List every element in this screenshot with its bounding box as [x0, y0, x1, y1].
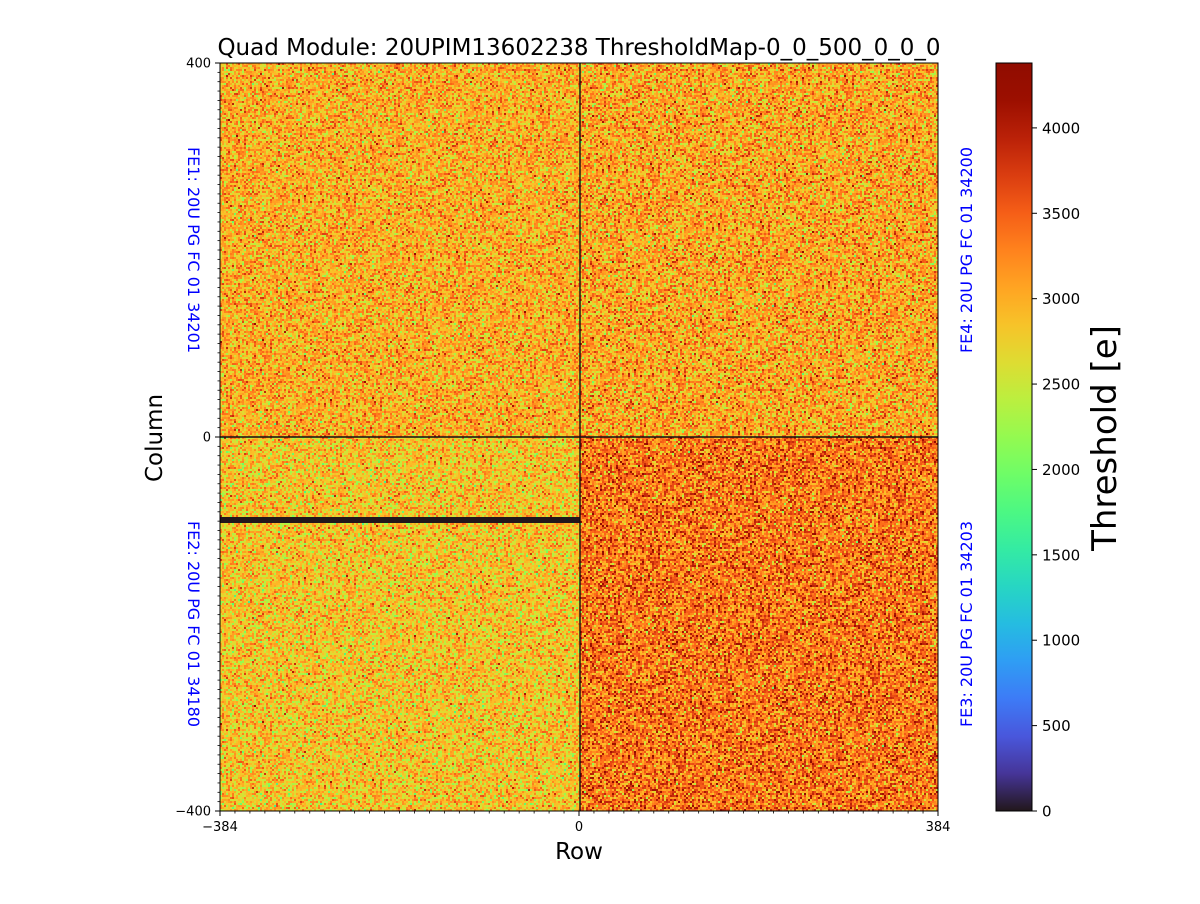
- fe1-label: FE1: 20U PG FC 01 34201: [184, 147, 203, 353]
- y-axis-label: Column: [142, 394, 168, 482]
- x-tick-label: −384: [202, 820, 238, 835]
- colorbar-tick-label: 500: [1042, 717, 1071, 735]
- colorbar-ticks: 0 500 1000 1500 2000 2500 3000 3500 4000: [1032, 119, 1080, 821]
- colorbar-tick-label: 2000: [1042, 461, 1080, 479]
- x-axis-label: Row: [555, 839, 603, 865]
- colorbar-tick-label: 3500: [1042, 205, 1080, 223]
- colorbar-label: Threshold [e]: [1085, 325, 1125, 552]
- x-axis-ticks: −384 0 384: [202, 811, 950, 835]
- colorbar-tick-label: 1000: [1042, 632, 1080, 650]
- colorbar-tick-label: 4000: [1042, 119, 1080, 137]
- minor-ticks: [217, 62, 939, 814]
- colorbar-tick-label: 0: [1042, 803, 1052, 821]
- y-tick-label: 0: [203, 431, 211, 446]
- chart-title: Quad Module: 20UPIM13602238 ThresholdMap…: [217, 35, 940, 61]
- y-tick-label: −400: [175, 805, 211, 820]
- colorbar-tick-label: 3000: [1042, 290, 1080, 308]
- fe3-label: FE3: 20U PG FC 01 34203: [957, 521, 976, 727]
- colorbar-tick-label: 2500: [1042, 376, 1080, 394]
- fe2-label: FE2: 20U PG FC 01 34180: [184, 521, 203, 727]
- colorbar-tick-label: 1500: [1042, 546, 1080, 564]
- fe4-label: FE4: 20U PG FC 01 34200: [957, 147, 976, 353]
- x-tick-label: 0: [575, 820, 583, 835]
- x-tick-label: 384: [926, 820, 951, 835]
- y-tick-label: 400: [186, 57, 211, 72]
- colorbar: [995, 62, 1033, 812]
